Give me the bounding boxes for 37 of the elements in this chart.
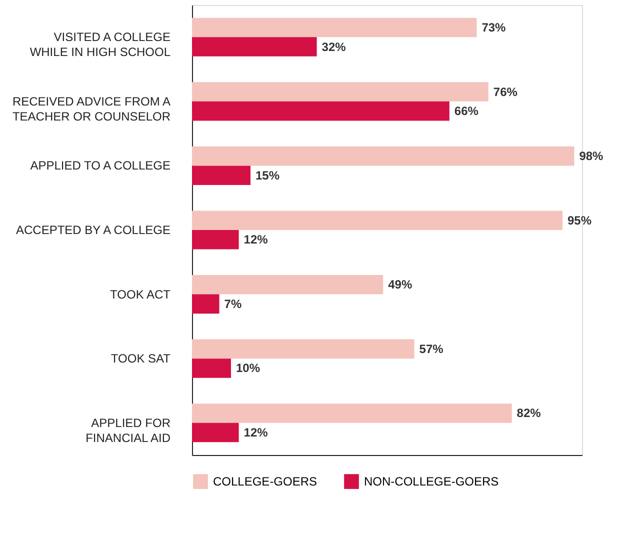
data-label: 49% (388, 278, 412, 292)
legend-label: NON-COLLEGE-GOERS (364, 474, 499, 489)
y-tick-label: APPLIED FOR FINANCIAL AID (86, 416, 171, 445)
data-label: 57% (419, 342, 444, 356)
data-label: 66% (454, 104, 479, 118)
bar (192, 422, 239, 442)
data-label: 32% (322, 40, 346, 54)
bar (192, 210, 562, 230)
bar (192, 294, 220, 314)
data-label: 12% (244, 232, 268, 247)
data-label: 12% (244, 426, 268, 440)
y-tick-label: TOOK ACT (110, 287, 172, 302)
bar (192, 101, 450, 121)
data-label: 82% (516, 406, 542, 420)
y-tick-label: TOOK SAT (110, 352, 172, 366)
bar (192, 18, 477, 38)
bar (192, 166, 250, 185)
bar (192, 275, 384, 294)
legend-label: COLLEGE-GOERS (213, 474, 318, 489)
bar (192, 339, 414, 359)
bar (192, 404, 512, 423)
bar (192, 146, 574, 166)
data-label: 10% (236, 361, 260, 376)
data-label: 73% (482, 20, 506, 34)
data-label: 98% (579, 149, 604, 164)
bar (192, 37, 317, 56)
data-label: 76% (493, 84, 518, 99)
y-tick-label: ACCEPTED BY A COLLEGE (16, 223, 170, 237)
bar (192, 230, 239, 250)
bar (192, 358, 231, 378)
y-tick-label: VISITED A COLLEGE WHILE IN HIGH SCHOOL (30, 30, 171, 60)
data-label: 95% (568, 213, 592, 228)
data-label: 15% (256, 168, 280, 182)
y-tick-label: APPLIED TO A COLLEGE (30, 158, 170, 173)
y-tick-label: RECEIVED ADVICE FROM A TEACHER OR COUNSELOR (12, 94, 171, 124)
data-label: 7% (224, 296, 242, 311)
bar (192, 82, 488, 102)
